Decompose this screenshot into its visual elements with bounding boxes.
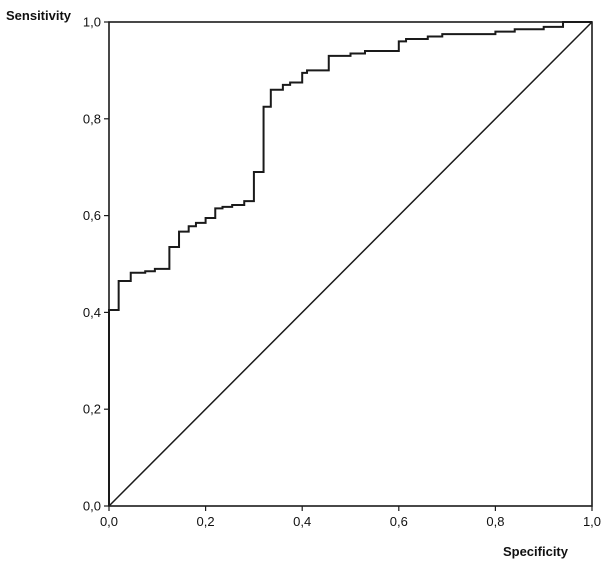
y-tick-label: 0,2 (83, 402, 101, 417)
y-tick-label: 0,4 (83, 305, 101, 320)
plot-area: 0,0 0,2 0,4 0,6 0,8 1,0 0,0 0,2 0,4 0,6 0,8 1,0 (83, 15, 601, 530)
roc-curve-line (108, 21, 592, 506)
x-axis-title: Specificity (503, 544, 569, 559)
x-tick-label: 0,6 (390, 514, 408, 529)
y-tick-label: 0,0 (83, 499, 101, 514)
x-tick-label: 0,8 (486, 514, 504, 529)
y-axis-title: Sensitivity (6, 8, 72, 23)
y-tick-label: 0,6 (83, 208, 101, 223)
y-tick-label: 0,8 (83, 111, 101, 126)
series-layer (108, 21, 593, 507)
x-tick-label: 1,0 (583, 514, 601, 529)
reference-diagonal-line (108, 21, 593, 507)
plot-frame (108, 21, 593, 507)
y-axis-ticks: 0,0 0,2 0,4 0,6 0,8 1,0 (83, 15, 109, 514)
x-tick-label: 0,2 (197, 514, 215, 529)
y-tick-label: 1,0 (83, 15, 101, 30)
x-tick-label: 0,4 (293, 514, 311, 529)
x-tick-label: 0,0 (100, 514, 118, 529)
x-axis-ticks: 0,0 0,2 0,4 0,6 0,8 1,0 (100, 506, 601, 529)
